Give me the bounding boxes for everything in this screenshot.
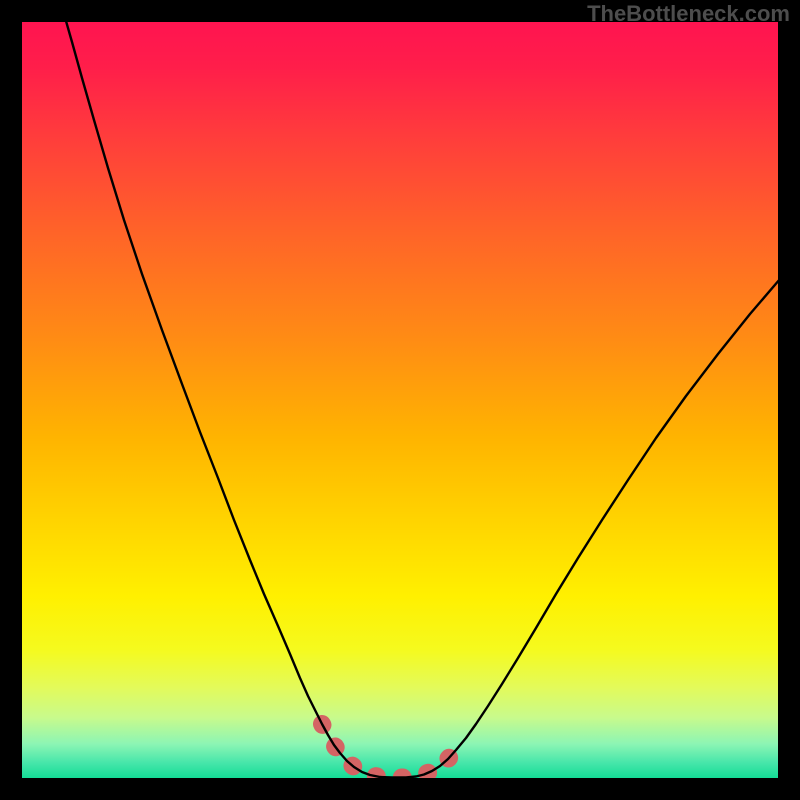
watermark-text: TheBottleneck.com — [587, 1, 790, 27]
chart-frame: TheBottleneck.com — [0, 0, 800, 800]
plot-svg — [22, 22, 778, 778]
gradient-background — [22, 22, 778, 778]
plot-area — [22, 22, 778, 778]
